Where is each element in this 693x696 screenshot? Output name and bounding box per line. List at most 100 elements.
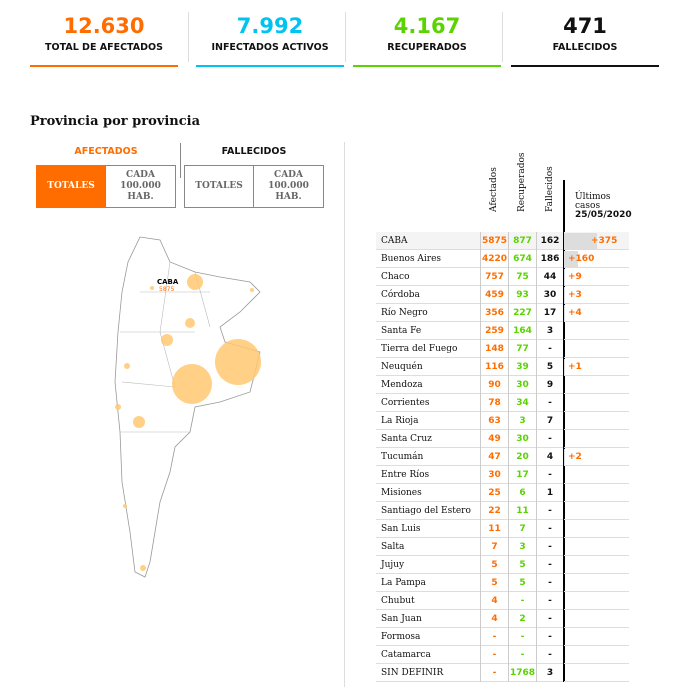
- stat-card: 471 FALLECIDOS: [511, 12, 659, 67]
- stat-card: 4.167 RECUPERADOS: [353, 12, 501, 67]
- recuperados-value: 17: [508, 465, 536, 484]
- recuperados-value: 5: [508, 573, 536, 592]
- province-name: Río Negro: [381, 307, 428, 318]
- argentina-map[interactable]: CABA 5875: [100, 232, 280, 582]
- afectados-value: 4220: [480, 249, 508, 268]
- table-row[interactable]: San Luis 11 7 -: [376, 519, 629, 538]
- table-row[interactable]: Corrientes 78 34 -: [376, 393, 629, 412]
- afectados-value: 63: [480, 411, 508, 430]
- table-row[interactable]: Salta 7 3 -: [376, 537, 629, 556]
- bubble-santa-fe: [185, 318, 195, 328]
- fallecidos-value: 1: [536, 483, 563, 502]
- table-row[interactable]: Misiones 25 6 1: [376, 483, 629, 502]
- fallecidos-value: 3: [536, 663, 563, 682]
- recuperados-value: 30: [508, 375, 536, 394]
- table-row[interactable]: Chaco 757 75 44 +9: [376, 267, 629, 286]
- stat-label: FALLECIDOS: [552, 42, 618, 53]
- stat-underline: [511, 65, 659, 67]
- afectados-value: 259: [480, 321, 508, 340]
- last-cases-value: +1: [568, 361, 582, 372]
- table-row[interactable]: Tucumán 47 20 4 +2: [376, 447, 629, 466]
- last-cases-bar: [564, 232, 597, 249]
- recuperados-value: 75: [508, 267, 536, 286]
- province-name: La Rioja: [381, 415, 419, 426]
- fallecidos-value: 9: [536, 375, 563, 394]
- recuperados-value: 39: [508, 357, 536, 376]
- bubble-mendoza: [115, 404, 121, 410]
- fallecidos-value: -: [536, 537, 563, 556]
- stat-underline: [196, 65, 344, 67]
- afectados-per100k-button[interactable]: CADA 100.000 HAB.: [105, 165, 176, 208]
- province-name: Mendoza: [381, 379, 423, 390]
- table-row[interactable]: Chubut 4 - -: [376, 591, 629, 610]
- fallecidos-totales-button[interactable]: TOTALES: [184, 165, 254, 208]
- stat-value: 7.992: [236, 14, 304, 38]
- afectados-totales-button[interactable]: TOTALES: [36, 165, 106, 208]
- table-row[interactable]: Santiago del Estero 22 11 -: [376, 501, 629, 520]
- fallecidos-value: 17: [536, 303, 563, 322]
- last-cases-value: +9: [568, 271, 582, 282]
- afectados-value: 47: [480, 447, 508, 466]
- fallecidos-value: -: [536, 645, 563, 664]
- header-last-date: 25/05/2020: [575, 210, 632, 220]
- bubble-buenos-aires: [215, 339, 261, 385]
- afectados-value: 5: [480, 573, 508, 592]
- table-row[interactable]: Formosa - - -: [376, 627, 629, 646]
- table-row[interactable]: Entre Ríos 30 17 -: [376, 465, 629, 484]
- stat-value: 4.167: [393, 14, 461, 38]
- table-row[interactable]: Santa Cruz 49 30 -: [376, 429, 629, 448]
- stat-label: RECUPERADOS: [387, 42, 467, 53]
- last-cases-value: +2: [568, 451, 582, 462]
- table-row[interactable]: Neuquén 116 39 5 +1: [376, 357, 629, 376]
- afectados-value: -: [480, 627, 508, 646]
- table-row[interactable]: La Rioja 63 3 7: [376, 411, 629, 430]
- fallecidos-per100k-button[interactable]: CADA 100.000 HAB.: [253, 165, 324, 208]
- table-row[interactable]: San Juan 4 2 -: [376, 609, 629, 628]
- province-name: Santa Fe: [381, 325, 422, 336]
- fallecidos-group-label[interactable]: FALLECIDOS: [221, 146, 287, 157]
- recuperados-value: -: [508, 591, 536, 610]
- table-row[interactable]: Catamarca - - -: [376, 645, 629, 664]
- table-row[interactable]: Jujuy 5 5 -: [376, 555, 629, 574]
- province-name: Corrientes: [381, 397, 430, 408]
- stat-card: 12.630 TOTAL DE AFECTADOS: [30, 12, 178, 67]
- bubble-neuquen: [133, 416, 145, 428]
- fallecidos-value: 30: [536, 285, 563, 304]
- recuperados-value: -: [508, 645, 536, 664]
- stat-value: 471: [563, 14, 607, 38]
- bubble-santa-cruz: [123, 504, 127, 508]
- last-cases-value: +4: [568, 307, 582, 318]
- stat-underline: [353, 65, 501, 67]
- recuperados-value: 164: [508, 321, 536, 340]
- recuperados-value: 20: [508, 447, 536, 466]
- case-bubbles: [115, 274, 261, 571]
- recuperados-value: 1768: [508, 663, 536, 682]
- fallecidos-value: 162: [536, 231, 563, 250]
- stat-card: 7.992 INFECTADOS ACTIVOS: [196, 12, 344, 67]
- last-cases-bar: [564, 268, 565, 285]
- table-row[interactable]: Río Negro 356 227 17 +4: [376, 303, 629, 322]
- table-row[interactable]: La Pampa 5 5 -: [376, 573, 629, 592]
- fallecidos-value: -: [536, 465, 563, 484]
- afectados-value: 78: [480, 393, 508, 412]
- province-name: San Luis: [381, 523, 421, 534]
- fallecidos-value: -: [536, 519, 563, 538]
- afectados-group-label[interactable]: AFECTADOS: [74, 146, 138, 157]
- recuperados-value: 7: [508, 519, 536, 538]
- afectados-value: 757: [480, 267, 508, 286]
- province-name: Misiones: [381, 487, 422, 498]
- province-name: Catamarca: [381, 649, 431, 660]
- table-row[interactable]: Mendoza 90 30 9: [376, 375, 629, 394]
- province-name: Jujuy: [381, 559, 405, 570]
- table-row[interactable]: Buenos Aires 4220 674 186 +160: [376, 249, 629, 268]
- recuperados-value: 93: [508, 285, 536, 304]
- fallecidos-value: -: [536, 339, 563, 358]
- table-row[interactable]: Tierra del Fuego 148 77 -: [376, 339, 629, 358]
- table-row[interactable]: Santa Fe 259 164 3: [376, 321, 629, 340]
- table-row[interactable]: CABA 5875 877 162 +375: [376, 231, 629, 250]
- afectados-value: 90: [480, 375, 508, 394]
- table-row[interactable]: Córdoba 459 93 30 +3: [376, 285, 629, 304]
- province-name: Tucumán: [381, 451, 424, 462]
- fallecidos-value: -: [536, 609, 563, 628]
- table-row[interactable]: SIN DEFINIR - 1768 3: [376, 663, 629, 682]
